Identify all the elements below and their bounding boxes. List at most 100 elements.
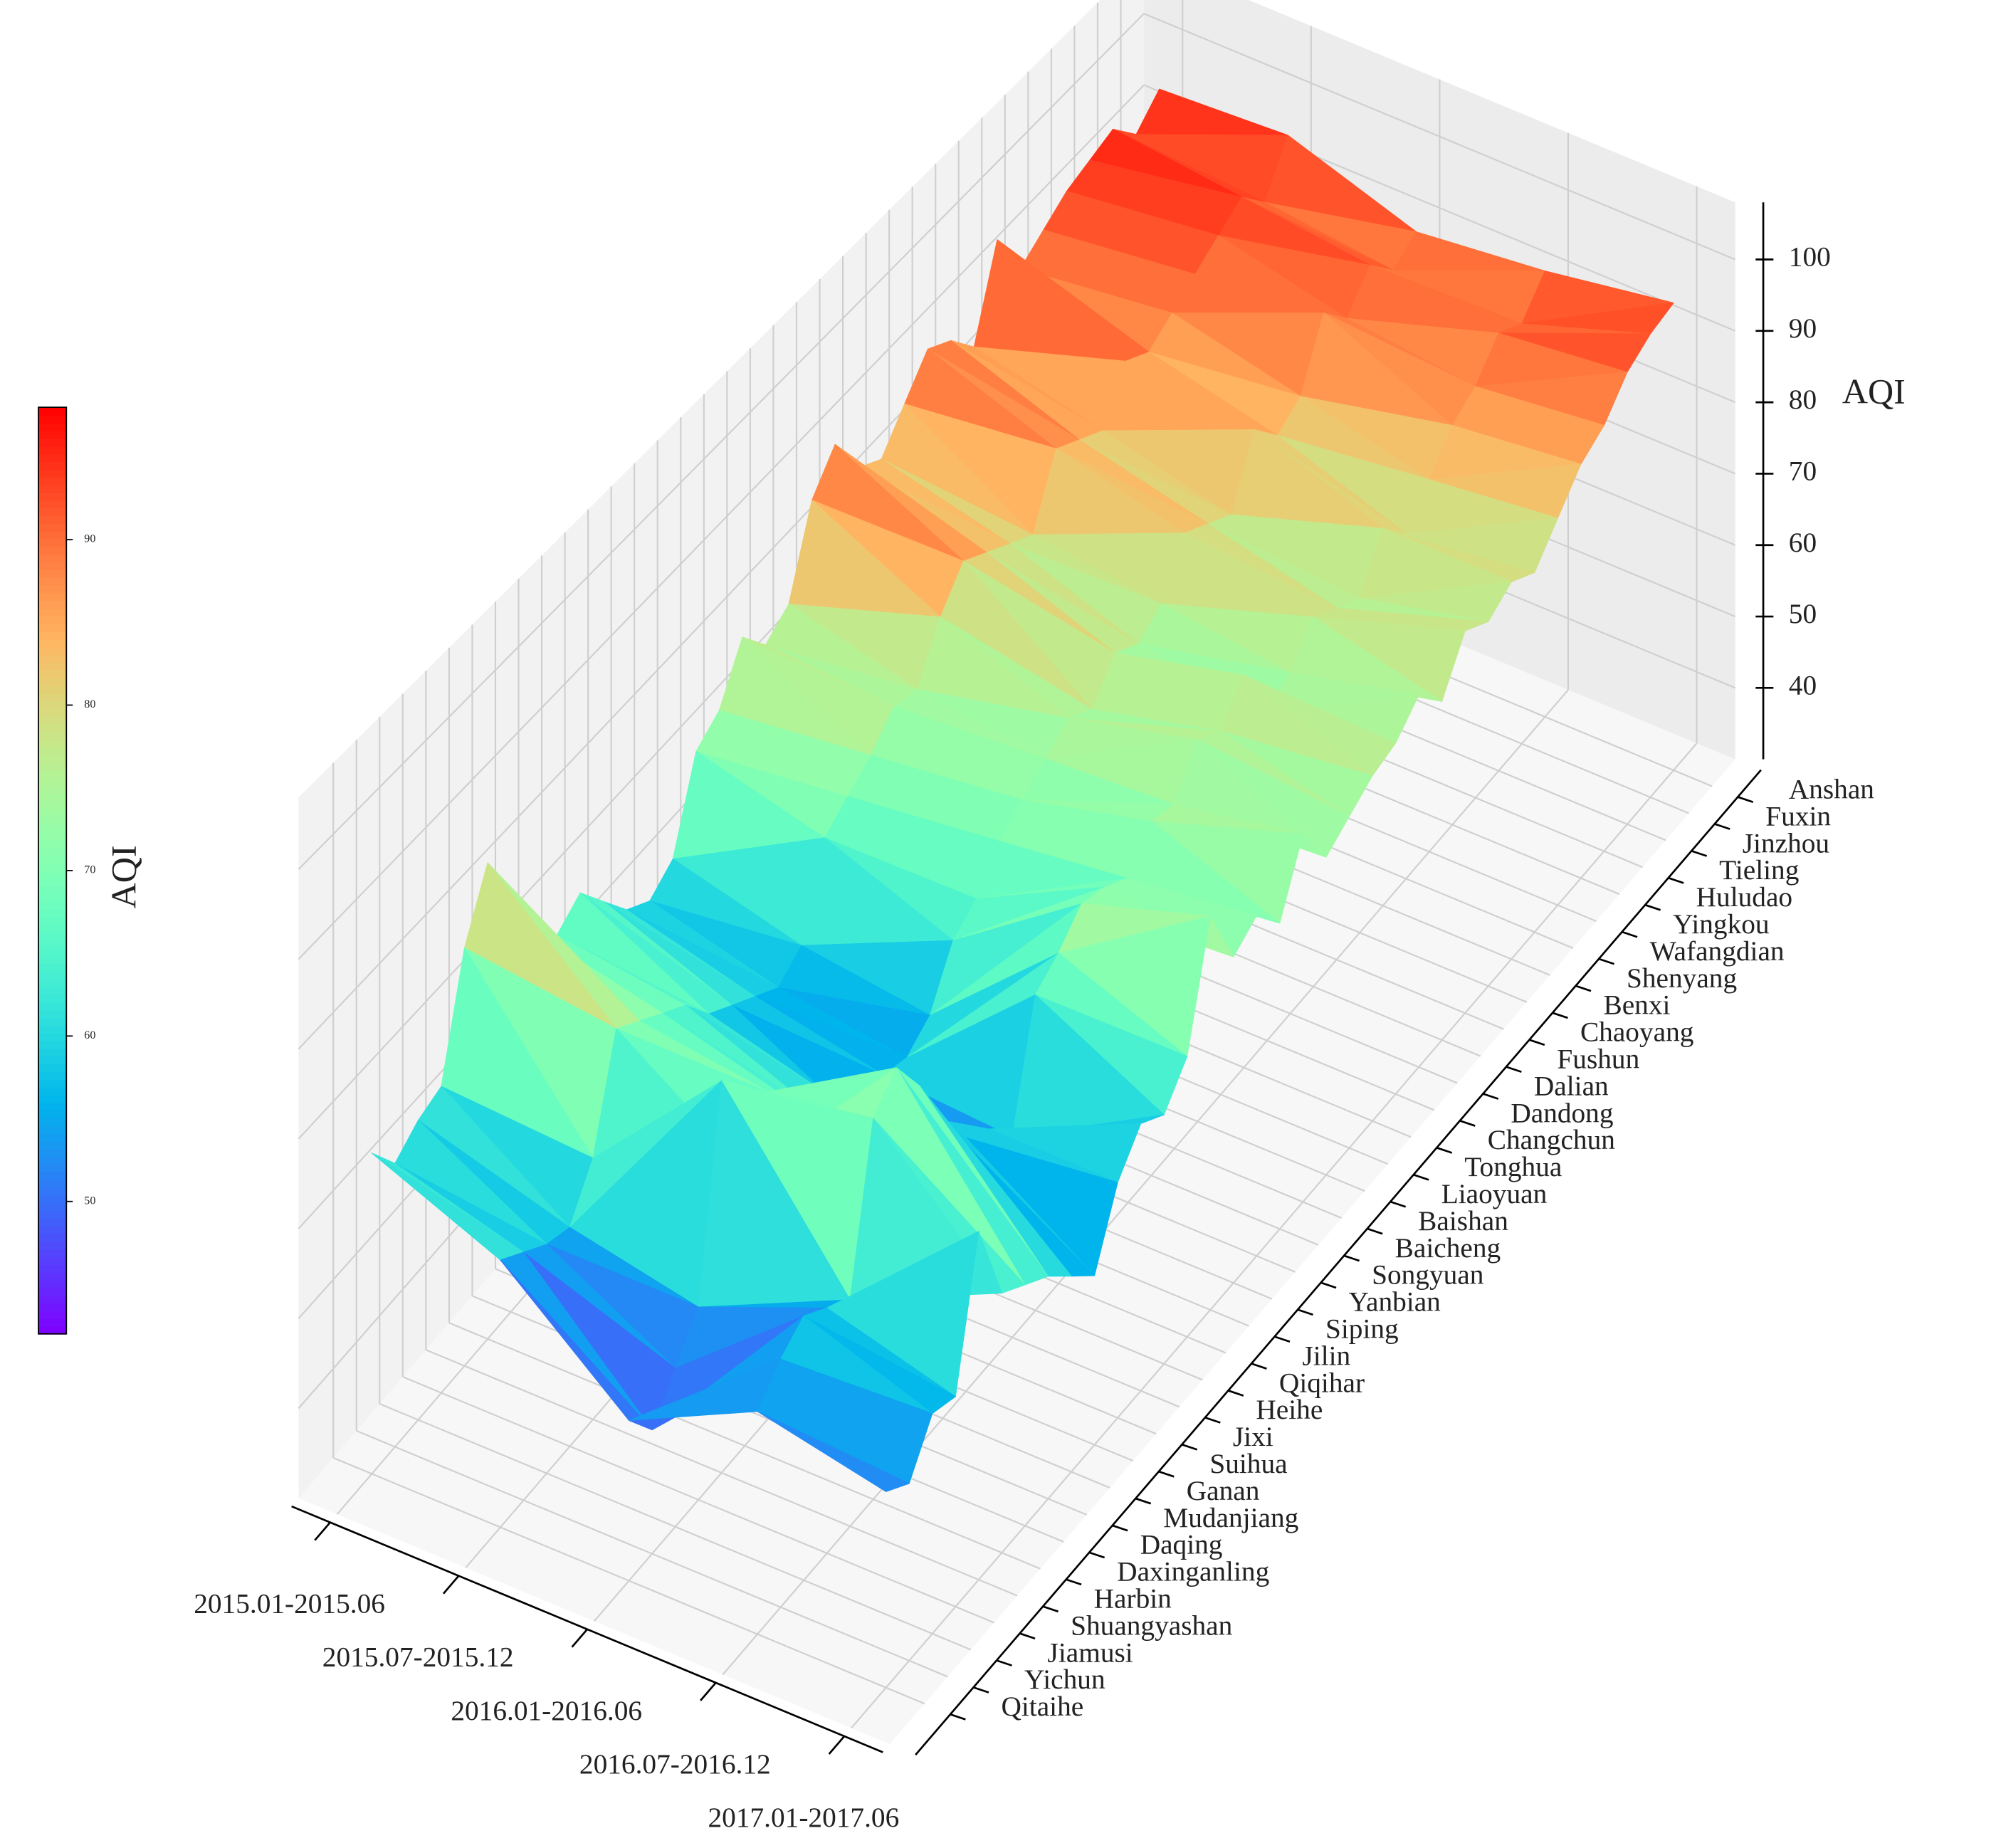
y-tick-label: Songyuan	[1372, 1259, 1484, 1291]
y-tick	[1320, 1281, 1337, 1289]
y-tick-label: Ganan	[1187, 1475, 1260, 1506]
colorbar-tick-label: 70	[84, 864, 95, 876]
z-tick-label: 70	[1789, 455, 1817, 486]
colorbar-swatch	[38, 1148, 67, 1157]
colorbar-swatch	[38, 1009, 67, 1019]
y-tick	[1506, 1066, 1522, 1073]
colorbar-swatch	[38, 523, 67, 532]
y-tick-label: Tonghua	[1464, 1151, 1562, 1182]
colorbar-swatch	[38, 438, 67, 447]
y-tick-label: Siping	[1325, 1313, 1399, 1345]
y-tick-label: Jinzhou	[1743, 827, 1829, 859]
floor-grid-line	[356, 1429, 948, 1678]
colorbar: 50 60 70 80 90 AQI	[38, 406, 144, 1335]
z-tick-label: 80	[1789, 384, 1817, 415]
colorbar-swatch	[38, 422, 67, 431]
colorbar-swatch	[38, 986, 67, 995]
y-tick	[1622, 930, 1638, 938]
colorbar-swatch	[38, 762, 67, 771]
colorbar-swatch	[38, 654, 67, 663]
y-tick-label: Benxi	[1603, 989, 1670, 1021]
colorbar-swatch	[38, 1024, 67, 1034]
y-tick-label: Wafangdian	[1650, 935, 1785, 967]
y-tick	[1251, 1363, 1267, 1370]
y-tick	[1066, 1578, 1082, 1586]
colorbar-swatch	[38, 1303, 67, 1312]
y-tick	[973, 1686, 989, 1694]
colorbar-swatch	[38, 554, 67, 563]
z-tick-label: 60	[1789, 527, 1817, 558]
colorbar-swatch	[38, 870, 67, 879]
y-tick	[996, 1659, 1012, 1666]
y-tick	[1390, 1200, 1407, 1208]
axes: 2015.01-2015.06 2015.07-2015.12 2016.01-20…	[194, 202, 1906, 1833]
colorbar-swatch	[38, 1195, 67, 1204]
colorbar-swatch	[38, 839, 67, 849]
y-tick	[1436, 1147, 1453, 1154]
x-tick-label: 2015.01-2015.06	[194, 1588, 385, 1619]
colorbar-swatch	[38, 747, 67, 756]
y-tick	[1181, 1443, 1198, 1451]
y-tick	[1714, 823, 1730, 830]
colorbar-swatch	[38, 639, 67, 648]
grid-line	[298, 13, 1145, 870]
y-tick-label: Changchun	[1488, 1124, 1615, 1155]
colorbar-swatch	[38, 577, 67, 586]
y-tick-label: Anshan	[1789, 773, 1874, 804]
z-tick-label: 50	[1789, 598, 1817, 629]
y-tick	[1228, 1390, 1244, 1397]
floor-grid-line	[425, 1349, 1018, 1597]
colorbar-swatch	[38, 978, 67, 987]
colorbar-swatch	[38, 1040, 67, 1049]
colorbar-swatch	[38, 1117, 67, 1126]
colorbar-swatch	[38, 530, 67, 540]
y-tick	[1367, 1227, 1383, 1235]
y-tick-label: Dalian	[1534, 1070, 1609, 1101]
colorbar-swatch	[38, 476, 67, 485]
floor-grid-line	[448, 1322, 1041, 1570]
colorbar-swatch	[38, 608, 67, 617]
colorbar-swatch	[38, 708, 67, 718]
y-tick	[1135, 1497, 1152, 1505]
y-tick	[1274, 1335, 1291, 1343]
colorbar-swatch	[38, 731, 67, 740]
x-tick-label: 2016.07-2016.12	[579, 1748, 771, 1780]
colorbar-swatch	[38, 1233, 67, 1242]
colorbar-swatch	[38, 785, 67, 794]
colorbar-swatch	[38, 430, 67, 439]
y-tick-label: Fuxin	[1765, 800, 1831, 831]
colorbar-swatch	[38, 414, 67, 424]
y-tick	[1668, 877, 1684, 884]
colorbar-swatch	[38, 662, 67, 671]
y-tick	[1644, 903, 1661, 911]
colorbar-swatch	[38, 847, 67, 856]
colorbar-swatch	[38, 623, 67, 632]
y-tick	[1737, 796, 1754, 803]
colorbar-tick-label: 80	[84, 698, 95, 710]
colorbar-swatch	[38, 669, 67, 678]
colorbar-swatch	[38, 1264, 67, 1273]
colorbar-swatch	[38, 955, 67, 965]
floor-grid-line	[379, 1403, 972, 1651]
colorbar-swatch	[38, 631, 67, 640]
colorbar-swatch	[38, 1171, 67, 1180]
y-tick-label: Heihe	[1256, 1394, 1323, 1425]
x-tick-label: 2015.07-2015.12	[322, 1642, 514, 1673]
y-axis-line	[915, 769, 1762, 1756]
colorbar-swatch	[38, 1325, 67, 1335]
y-tick	[1413, 1173, 1429, 1181]
colorbar-swatch	[38, 739, 67, 748]
y-tick	[1598, 957, 1614, 965]
colorbar-swatch	[38, 932, 67, 941]
colorbar-swatch	[38, 1249, 67, 1258]
colorbar-swatch	[38, 916, 67, 925]
y-tick-label: Jixi	[1233, 1421, 1273, 1452]
colorbar-swatch	[38, 801, 67, 810]
colorbar-swatch	[38, 562, 67, 570]
colorbar-swatch	[38, 1318, 67, 1327]
colorbar-swatch	[38, 886, 67, 895]
colorbar-swatch	[38, 677, 67, 686]
colorbar-swatch	[38, 1002, 67, 1011]
